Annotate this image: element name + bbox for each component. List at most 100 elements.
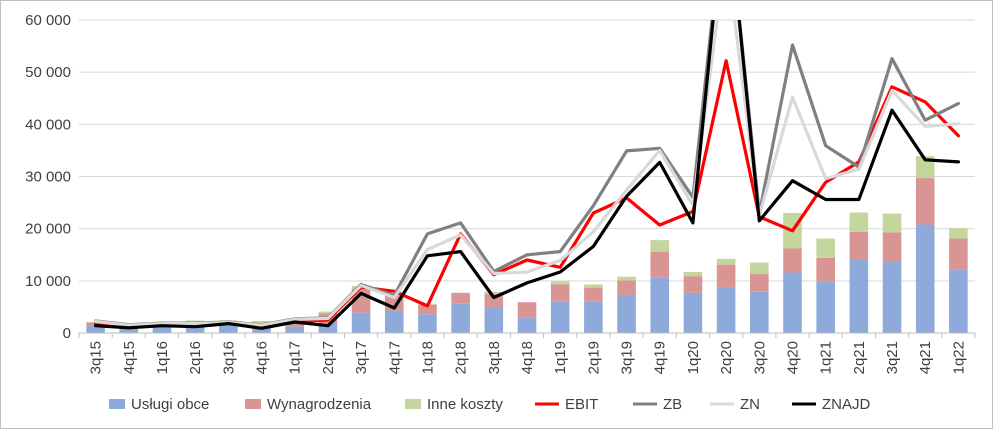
bar-segment xyxy=(152,326,172,333)
bar-segment xyxy=(650,251,670,278)
stacked-bars xyxy=(86,156,968,333)
legend-swatch xyxy=(405,399,421,409)
x-tick-label: 1q20 xyxy=(685,341,702,374)
x-tick-label: 3q21 xyxy=(884,341,901,374)
bar-segment xyxy=(783,248,802,273)
bar-segment xyxy=(351,312,371,333)
legend-swatch xyxy=(245,399,261,409)
x-tick-label: 2q16 xyxy=(187,341,204,374)
bar-segment xyxy=(119,327,139,333)
bar-segment xyxy=(418,304,437,315)
x-tick-label: 2q18 xyxy=(453,341,470,374)
bar-segment xyxy=(882,213,902,233)
legend-label: Wynagrodzenia xyxy=(267,396,372,413)
bar-segment xyxy=(849,212,869,232)
x-tick-label: 3q19 xyxy=(619,341,636,374)
bar-segment xyxy=(617,276,636,281)
y-tick-label: 0 xyxy=(63,325,71,342)
x-tick-label: 3q17 xyxy=(353,341,370,374)
x-tick-label: 1q22 xyxy=(950,341,967,374)
x-tick-label: 4q19 xyxy=(652,341,669,374)
bar-segment xyxy=(783,272,802,333)
x-tick-label: 3q18 xyxy=(486,341,503,374)
bar-segment xyxy=(418,314,437,333)
bar-segment xyxy=(617,294,636,333)
legend-label: ZN xyxy=(740,396,760,413)
x-tick-label: 4q21 xyxy=(917,341,934,374)
bar-segment xyxy=(683,276,703,293)
legend-label: Inne koszty xyxy=(427,396,503,413)
bar-segment xyxy=(750,274,769,292)
bar-segment xyxy=(716,258,736,265)
bar-segment xyxy=(584,284,603,288)
legend-label: ZB xyxy=(663,396,682,413)
series-line xyxy=(93,20,961,330)
bar-segment xyxy=(849,231,869,260)
bar-segment xyxy=(550,284,570,302)
bar-segment xyxy=(451,292,470,304)
gridlines xyxy=(79,19,975,282)
x-tick-label: 2q21 xyxy=(851,341,868,374)
bar-segment xyxy=(716,264,736,288)
bar-segment xyxy=(484,293,504,308)
bar-segment xyxy=(584,301,603,333)
x-tick-label: 4q15 xyxy=(121,341,138,374)
bar-segment xyxy=(816,281,835,333)
x-tick-label: 2q19 xyxy=(585,341,602,374)
x-tick-label: 4q18 xyxy=(519,341,536,374)
bar-segment xyxy=(650,277,670,333)
bar-segment xyxy=(650,240,670,252)
x-tick-label: 1q16 xyxy=(154,341,171,374)
legend-label: ZNAJD xyxy=(822,396,871,413)
bar-segment xyxy=(716,287,736,333)
x-tick-label: 1q18 xyxy=(419,341,436,374)
bar-segment xyxy=(318,311,338,314)
bar-segment xyxy=(484,307,504,333)
bar-segment xyxy=(252,321,271,324)
bar-segment xyxy=(185,326,205,333)
bar-segment xyxy=(816,257,835,282)
bar-segment xyxy=(185,320,205,322)
bar-segment xyxy=(949,228,968,239)
bar-segment xyxy=(384,310,404,333)
bar-segment xyxy=(550,281,570,285)
bar-segment xyxy=(683,292,703,333)
x-tick-label: 1q19 xyxy=(552,341,569,374)
x-axis-tick-labels: 3q15 4q15 1q16 2q16 3q16 4q16 1q17 2q17 3q17 4q17… xyxy=(88,341,968,374)
x-axis xyxy=(78,332,976,338)
bar-segment xyxy=(86,325,105,333)
bar-segment xyxy=(318,323,338,333)
y-tick-label: 50 000 xyxy=(25,64,71,81)
series-line xyxy=(93,20,961,327)
x-tick-label: 4q16 xyxy=(254,341,271,374)
y-tick-label: 20 000 xyxy=(25,221,71,238)
x-tick-label: 3q15 xyxy=(88,341,105,374)
bar-segment xyxy=(484,291,504,294)
y-tick-label: 40 000 xyxy=(25,116,71,133)
bar-segment xyxy=(683,271,703,277)
x-tick-label: 4q17 xyxy=(386,341,403,374)
bar-segment xyxy=(617,280,636,295)
x-tick-label: 3q16 xyxy=(220,341,237,374)
legend: Usługi obce Wynagrodzenia Inne koszty EBIT Z… xyxy=(109,396,871,413)
bar-segment xyxy=(584,287,603,302)
bar-segment xyxy=(949,238,968,270)
bar-segment xyxy=(882,232,902,263)
bar-segment xyxy=(517,302,537,318)
bar-segment xyxy=(252,328,271,333)
x-tick-label: 2q17 xyxy=(320,341,337,374)
bar-segment xyxy=(285,326,304,333)
x-tick-label: 1q21 xyxy=(818,341,835,374)
bar-segment xyxy=(451,303,470,333)
x-tick-label: 4q20 xyxy=(784,341,801,374)
bar-segment xyxy=(750,262,769,275)
bar-segment xyxy=(816,238,835,258)
x-tick-label: 1q17 xyxy=(287,341,304,374)
y-tick-label: 30 000 xyxy=(25,169,71,186)
bar-segment xyxy=(750,291,769,333)
bar-segment xyxy=(550,301,570,333)
bar-segment xyxy=(219,325,238,333)
x-tick-label: 3q20 xyxy=(751,341,768,374)
